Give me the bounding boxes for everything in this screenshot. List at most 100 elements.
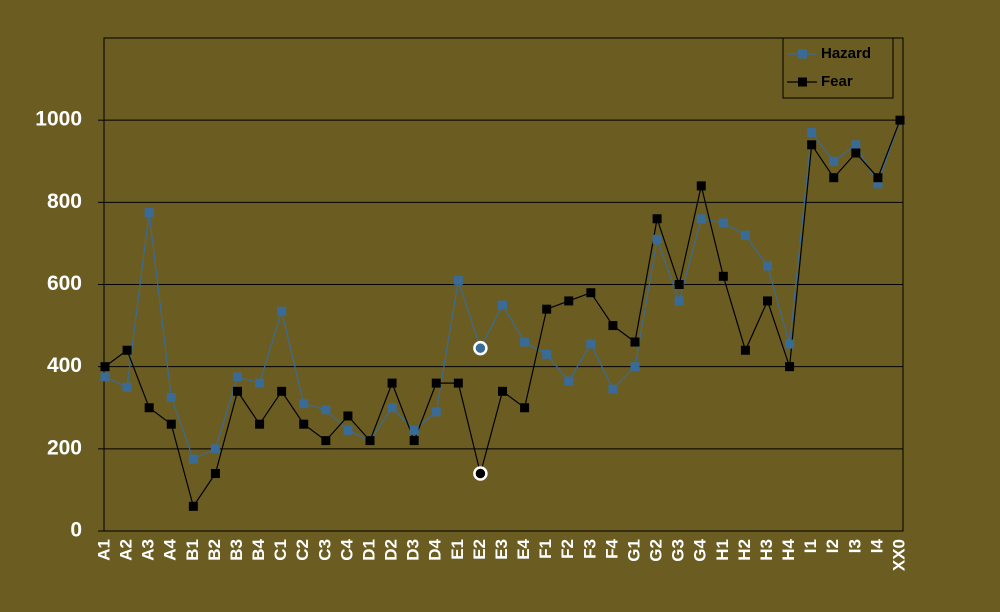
point (785, 339, 795, 349)
x-tick-label: D2 (382, 539, 401, 561)
point (233, 386, 242, 396)
point (498, 300, 507, 310)
legend-marker (798, 77, 807, 87)
x-tick-label: G2 (647, 539, 666, 562)
x-tick-label: F1 (536, 539, 555, 559)
point (873, 173, 883, 183)
x-tick-label: C2 (293, 539, 312, 561)
x-tick-label: D3 (404, 539, 423, 561)
x-tick-label: D1 (359, 539, 378, 561)
point (233, 372, 242, 382)
point (453, 378, 463, 388)
point (696, 181, 706, 191)
x-tick-label: G1 (624, 539, 643, 562)
x-tick-label: E2 (470, 539, 489, 560)
highlight-point (473, 340, 488, 356)
point (542, 304, 552, 314)
point (188, 501, 198, 511)
point (586, 339, 596, 349)
x-tick-label: H3 (757, 539, 776, 561)
legend-marker (798, 49, 807, 59)
x-tick-label: I1 (801, 539, 820, 553)
x-tick-label: A3 (139, 539, 158, 561)
point (895, 115, 905, 125)
x-tick-label: B2 (205, 539, 224, 561)
y-tick-label: 1000 (35, 108, 82, 131)
point (851, 148, 861, 158)
point (829, 173, 839, 183)
point (255, 419, 265, 429)
point (343, 411, 353, 421)
highlight-point (473, 466, 488, 481)
x-tick-label: I3 (845, 539, 864, 553)
point (608, 384, 618, 394)
point (387, 378, 397, 388)
point (100, 362, 110, 372)
point (851, 140, 861, 150)
point (520, 403, 530, 413)
point (763, 296, 772, 306)
point (586, 288, 596, 298)
point (431, 407, 441, 417)
point (321, 436, 331, 446)
point (255, 378, 265, 388)
point (674, 296, 684, 306)
x-tick-label: A4 (161, 538, 180, 560)
point (144, 208, 154, 218)
point (277, 386, 287, 396)
point (166, 419, 176, 429)
y-tick-label: 400 (47, 354, 82, 377)
point (188, 454, 198, 464)
point (210, 468, 220, 478)
x-tick-label: B1 (183, 539, 202, 561)
x-tick-label: G3 (669, 539, 688, 562)
x-tick-label: A2 (117, 539, 136, 561)
x-tick-label: H2 (735, 539, 754, 561)
point (564, 376, 574, 386)
y-tick-label: 800 (47, 190, 82, 213)
y-tick-label: 0 (70, 519, 82, 542)
point (674, 280, 684, 289)
point (210, 444, 220, 454)
point (873, 179, 883, 189)
x-tick-label: C1 (271, 539, 290, 561)
x-tick-label: E1 (448, 539, 467, 560)
point (564, 296, 574, 306)
x-tick-label: F2 (558, 539, 577, 559)
point (498, 386, 507, 396)
x-tick-label: F3 (580, 539, 599, 559)
x-tick-label: D4 (426, 538, 445, 560)
legend-label: Fear (821, 73, 853, 90)
point (122, 382, 132, 392)
point (608, 321, 618, 331)
y-tick-label: 200 (47, 436, 82, 459)
point (807, 127, 817, 137)
legend-label: Hazard (821, 45, 871, 62)
x-tick-label: E4 (514, 538, 533, 559)
point (718, 271, 728, 281)
point (299, 419, 309, 429)
point (630, 362, 640, 372)
point (763, 261, 772, 271)
point (321, 405, 331, 415)
point (409, 425, 419, 435)
x-tick-label: A1 (94, 539, 113, 561)
point (166, 392, 176, 402)
x-tick-label: XX0 (889, 539, 908, 571)
point (100, 372, 110, 382)
point (740, 345, 750, 355)
x-tick-label: E3 (492, 539, 511, 560)
point (542, 349, 552, 359)
x-tick-label: C3 (315, 539, 334, 561)
x-tick-label: I2 (823, 539, 842, 553)
x-tick-label: H4 (779, 538, 798, 560)
point (785, 362, 795, 372)
point (365, 436, 375, 446)
point (718, 218, 728, 228)
point (277, 306, 287, 316)
point (696, 214, 706, 224)
point (740, 230, 750, 240)
point (807, 140, 817, 150)
point (453, 275, 463, 285)
